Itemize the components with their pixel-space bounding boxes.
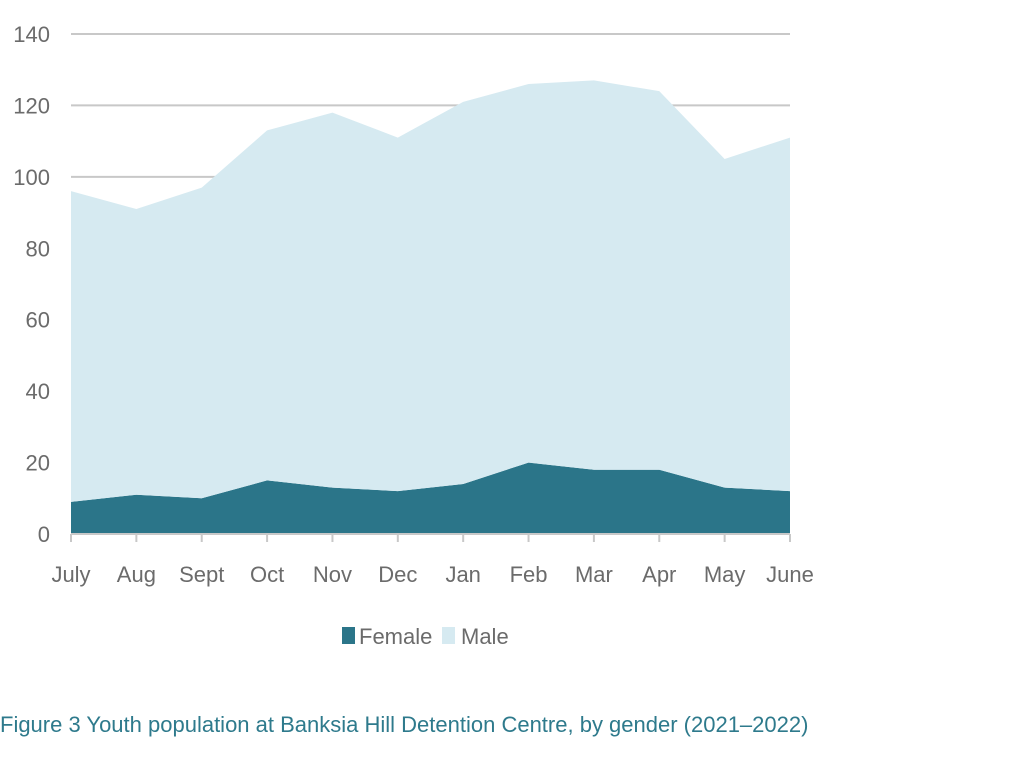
x-tick-label: July [51, 562, 90, 587]
y-tick-label: 80 [26, 236, 50, 261]
x-tick-label: Dec [378, 562, 417, 587]
legend-swatch-male [442, 627, 455, 644]
x-tick-label: Sept [179, 562, 224, 587]
legend-label-female: Female [359, 624, 432, 649]
x-tick-label: Feb [510, 562, 548, 587]
x-tick-label: Oct [250, 562, 284, 587]
legend: Female Male [342, 624, 509, 649]
x-tick-label: May [704, 562, 746, 587]
y-tick-labels: 0 20 40 60 80 100 120 140 [13, 22, 50, 547]
figure-caption: Figure 3 Youth population at Banksia Hil… [0, 712, 809, 737]
x-tick-label: Jan [445, 562, 480, 587]
x-tick-label: Mar [575, 562, 613, 587]
x-tick-label: June [766, 562, 814, 587]
area-series [71, 80, 790, 534]
area-male [71, 80, 790, 502]
x-tick-label: Aug [117, 562, 156, 587]
y-tick-label: 140 [13, 22, 50, 47]
y-tick-label: 0 [38, 522, 50, 547]
legend-swatch-female [342, 627, 355, 644]
axes [70, 533, 791, 542]
y-tick-label: 20 [26, 451, 50, 476]
x-tick-label: Nov [313, 562, 352, 587]
y-tick-label: 40 [26, 379, 50, 404]
x-tick-label: Apr [642, 562, 676, 587]
area-female [71, 462, 790, 534]
y-tick-label: 120 [13, 93, 50, 118]
legend-label-male: Male [461, 624, 509, 649]
x-tick-labels: July Aug Sept Oct Nov Dec Jan Feb Mar Apr May June [51, 562, 813, 587]
y-tick-label: 100 [13, 165, 50, 190]
y-tick-label: 60 [26, 308, 50, 333]
